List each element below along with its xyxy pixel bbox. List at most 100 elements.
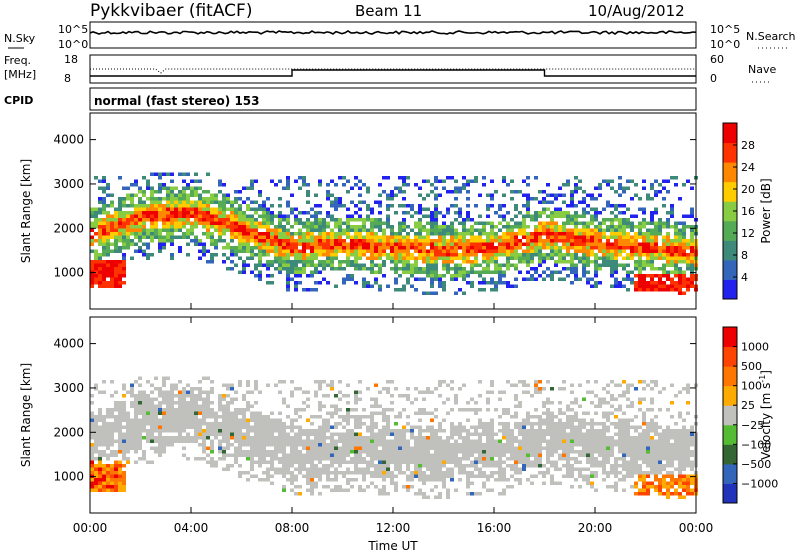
- heatmap-cell: [126, 436, 130, 440]
- heatmap-cell: [122, 415, 126, 419]
- heatmap-cell: [330, 263, 334, 267]
- heatmap-cell: [102, 485, 106, 489]
- heatmap-cell: [146, 404, 150, 408]
- heatmap-cell: [302, 253, 306, 257]
- heatmap-cell: [266, 214, 270, 218]
- heatmap-cell: [498, 242, 502, 246]
- heatmap-cell: [390, 246, 394, 250]
- heatmap-cell: [370, 249, 374, 253]
- heatmap-cell: [582, 242, 586, 246]
- heatmap-cell: [126, 242, 130, 246]
- heatmap-cell: [450, 260, 454, 264]
- heatmap-cell: [258, 263, 262, 267]
- heatmap-cell: [434, 221, 438, 225]
- heatmap-cell: [162, 394, 166, 398]
- heatmap-cell: [538, 225, 542, 229]
- heatmap-cell: [442, 260, 446, 264]
- heatmap-cell: [170, 256, 174, 260]
- heatmap-cell: [670, 204, 674, 208]
- heatmap-cell: [478, 232, 482, 236]
- heatmap-cell: [638, 225, 642, 229]
- heatmap-cell: [402, 225, 406, 229]
- heatmap-cell: [394, 460, 398, 464]
- heatmap-cell: [530, 429, 534, 433]
- heatmap-cell: [382, 443, 386, 447]
- heatmap-cell: [646, 263, 650, 267]
- heatmap-cell: [402, 288, 406, 292]
- heatmap-cell: [290, 260, 294, 264]
- heatmap-cell: [310, 464, 314, 468]
- heatmap-cell: [482, 253, 486, 257]
- heatmap-cell: [350, 214, 354, 218]
- heatmap-cell: [450, 429, 454, 433]
- nsky-strip: N.Sky 10^5 10^0 10^5 10^0 N.Search: [4, 21, 796, 51]
- heatmap-cell: [570, 270, 574, 274]
- heatmap-cell: [126, 446, 130, 450]
- heatmap-cell: [438, 474, 442, 478]
- heatmap-cell: [462, 221, 466, 225]
- heatmap-cell: [98, 179, 102, 183]
- heatmap-cell: [278, 457, 282, 461]
- heatmap-cell: [550, 446, 554, 450]
- heatmap-cell: [530, 277, 534, 281]
- heatmap-cell: [214, 225, 218, 229]
- heatmap-cell: [510, 246, 514, 250]
- heatmap-cell: [546, 467, 550, 471]
- heatmap-cell: [502, 270, 506, 274]
- heatmap-cell: [426, 460, 430, 464]
- heatmap-cell: [530, 242, 534, 246]
- heatmap-cell: [322, 277, 326, 281]
- heatmap-cell: [530, 460, 534, 464]
- heatmap-cell: [102, 190, 106, 194]
- heatmap-cell: [358, 218, 362, 222]
- heatmap-cell: [314, 267, 318, 271]
- heatmap-cell: [274, 383, 278, 387]
- heatmap-cell: [294, 242, 298, 246]
- heatmap-cell: [210, 460, 214, 464]
- heatmap-cell: [634, 246, 638, 250]
- heatmap-cell: [314, 211, 318, 215]
- heatmap-cell: [94, 485, 98, 489]
- heatmap-cell: [502, 453, 506, 457]
- heatmap-cell: [546, 207, 550, 211]
- heatmap-cell: [102, 284, 106, 288]
- heatmap-cell: [546, 422, 550, 426]
- heatmap-cell: [486, 204, 490, 208]
- heatmap-cell: [546, 450, 550, 454]
- heatmap-cell: [162, 411, 166, 415]
- heatmap-cell: [142, 425, 146, 429]
- heatmap-cell: [194, 408, 198, 412]
- heatmap-cell: [486, 253, 490, 257]
- heatmap-cell: [482, 281, 486, 285]
- heatmap-cell: [314, 214, 318, 218]
- heatmap-cell: [286, 256, 290, 260]
- heatmap-cell: [286, 249, 290, 253]
- heatmap-cell: [110, 411, 114, 415]
- heatmap-cell: [410, 204, 414, 208]
- heatmap-cell: [114, 239, 118, 243]
- heatmap-cell: [278, 411, 282, 415]
- heatmap-cell: [378, 492, 382, 496]
- heatmap-cell: [474, 249, 478, 253]
- heatmap-cell: [210, 225, 214, 229]
- heatmap-cell: [394, 446, 398, 450]
- heatmap-cell: [282, 256, 286, 260]
- heatmap-cell: [494, 270, 498, 274]
- heatmap-cell: [546, 457, 550, 461]
- heatmap-cell: [546, 253, 550, 257]
- heatmap-cell: [486, 408, 490, 412]
- heatmap-cell: [118, 221, 122, 225]
- heatmap-cell: [634, 232, 638, 236]
- heatmap-cell: [118, 277, 122, 281]
- heatmap-cell: [538, 450, 542, 454]
- heatmap-cell: [286, 232, 290, 236]
- heatmap-cell: [458, 221, 462, 225]
- heatmap-cell: [406, 235, 410, 239]
- heatmap-cell: [178, 214, 182, 218]
- heatmap-cell: [654, 207, 658, 211]
- heatmap-cell: [318, 446, 322, 450]
- heatmap-cell: [486, 464, 490, 468]
- heatmap-cell: [210, 422, 214, 426]
- heatmap-cell: [434, 467, 438, 471]
- heatmap-cell: [434, 214, 438, 218]
